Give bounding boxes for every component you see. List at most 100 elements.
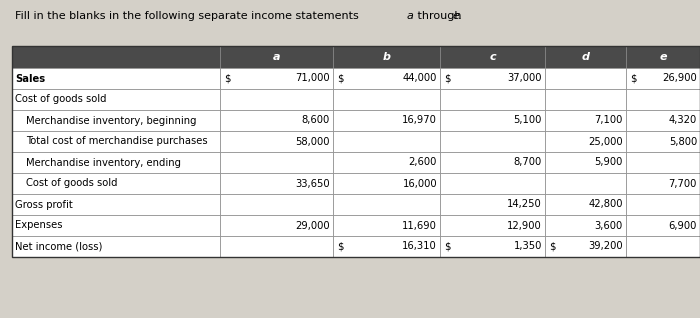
Bar — [12, 131, 220, 152]
Bar — [220, 173, 333, 194]
Text: 5,100: 5,100 — [514, 115, 542, 126]
Bar — [626, 173, 700, 194]
Text: 25,000: 25,000 — [589, 136, 623, 147]
Bar — [333, 68, 440, 89]
Bar — [440, 152, 545, 173]
Bar — [545, 215, 626, 236]
Text: $: $ — [549, 241, 556, 252]
Bar — [12, 89, 220, 110]
Bar — [440, 194, 545, 215]
Text: 16,000: 16,000 — [402, 178, 437, 189]
Bar — [545, 131, 626, 152]
Text: 37,000: 37,000 — [508, 73, 542, 84]
Text: a: a — [407, 11, 414, 21]
Text: through: through — [414, 11, 465, 21]
Text: 26,900: 26,900 — [662, 73, 697, 84]
Text: .: . — [458, 11, 461, 21]
Bar — [440, 173, 545, 194]
Text: $: $ — [444, 241, 451, 252]
Text: 3,600: 3,600 — [595, 220, 623, 231]
Bar — [333, 152, 440, 173]
Bar — [12, 152, 220, 173]
Text: Gross profit: Gross profit — [15, 199, 73, 210]
Bar — [12, 46, 700, 257]
Text: 4,320: 4,320 — [668, 115, 697, 126]
Text: 7,100: 7,100 — [594, 115, 623, 126]
Bar — [545, 173, 626, 194]
Text: $: $ — [337, 73, 344, 84]
Bar — [12, 46, 220, 68]
Bar — [545, 89, 626, 110]
Text: Fill in the blanks in the following separate income statements: Fill in the blanks in the following sepa… — [15, 11, 363, 21]
Bar — [440, 236, 545, 257]
Bar — [626, 89, 700, 110]
Text: $: $ — [630, 73, 636, 84]
Bar — [12, 110, 220, 131]
Text: 1,350: 1,350 — [514, 241, 542, 252]
Text: 58,000: 58,000 — [295, 136, 330, 147]
Bar — [12, 173, 220, 194]
Bar — [220, 215, 333, 236]
Text: 29,000: 29,000 — [295, 220, 330, 231]
Bar — [626, 215, 700, 236]
Bar — [12, 68, 220, 89]
Bar — [626, 236, 700, 257]
Bar — [626, 152, 700, 173]
Text: 8,700: 8,700 — [514, 157, 542, 168]
Bar — [545, 46, 626, 68]
Bar — [333, 215, 440, 236]
Text: 12,900: 12,900 — [508, 220, 542, 231]
Text: 33,650: 33,650 — [295, 178, 330, 189]
Text: 39,200: 39,200 — [589, 241, 623, 252]
Bar — [626, 131, 700, 152]
Text: d: d — [582, 52, 589, 62]
Bar — [626, 110, 700, 131]
Text: Net income (loss): Net income (loss) — [15, 241, 102, 252]
Text: 6,900: 6,900 — [668, 220, 697, 231]
Bar — [220, 110, 333, 131]
Text: 16,970: 16,970 — [402, 115, 437, 126]
Bar — [440, 89, 545, 110]
Bar — [440, 110, 545, 131]
Bar — [220, 89, 333, 110]
Bar — [626, 194, 700, 215]
Text: 7,700: 7,700 — [668, 178, 697, 189]
Text: 44,000: 44,000 — [402, 73, 437, 84]
Text: Cost of goods sold: Cost of goods sold — [26, 178, 118, 189]
Text: c: c — [489, 52, 496, 62]
Text: 16,310: 16,310 — [402, 241, 437, 252]
Bar — [220, 46, 333, 68]
Text: Expenses: Expenses — [15, 220, 62, 231]
Bar — [545, 194, 626, 215]
Bar — [333, 236, 440, 257]
Text: 71,000: 71,000 — [295, 73, 330, 84]
Text: e: e — [452, 11, 459, 21]
Text: 8,600: 8,600 — [302, 115, 330, 126]
Bar — [626, 68, 700, 89]
Bar — [12, 236, 220, 257]
Text: Merchandise inventory, ending: Merchandise inventory, ending — [26, 157, 181, 168]
Bar — [12, 194, 220, 215]
Text: Merchandise inventory, beginning: Merchandise inventory, beginning — [26, 115, 197, 126]
Text: b: b — [382, 52, 391, 62]
Bar — [220, 131, 333, 152]
Bar — [220, 194, 333, 215]
Bar — [545, 236, 626, 257]
Text: 5,800: 5,800 — [668, 136, 697, 147]
Bar — [545, 152, 626, 173]
Text: $: $ — [224, 73, 230, 84]
Bar — [440, 46, 545, 68]
Text: 5,900: 5,900 — [594, 157, 623, 168]
Bar — [545, 110, 626, 131]
Text: e: e — [659, 52, 666, 62]
Text: Cost of goods sold: Cost of goods sold — [15, 94, 106, 105]
Text: Total cost of merchandise purchases: Total cost of merchandise purchases — [26, 136, 208, 147]
Text: 2,600: 2,600 — [409, 157, 437, 168]
Bar — [440, 215, 545, 236]
Bar — [220, 68, 333, 89]
Bar — [545, 68, 626, 89]
Text: a: a — [273, 52, 280, 62]
Text: $: $ — [337, 241, 344, 252]
Bar — [12, 215, 220, 236]
Bar — [220, 236, 333, 257]
